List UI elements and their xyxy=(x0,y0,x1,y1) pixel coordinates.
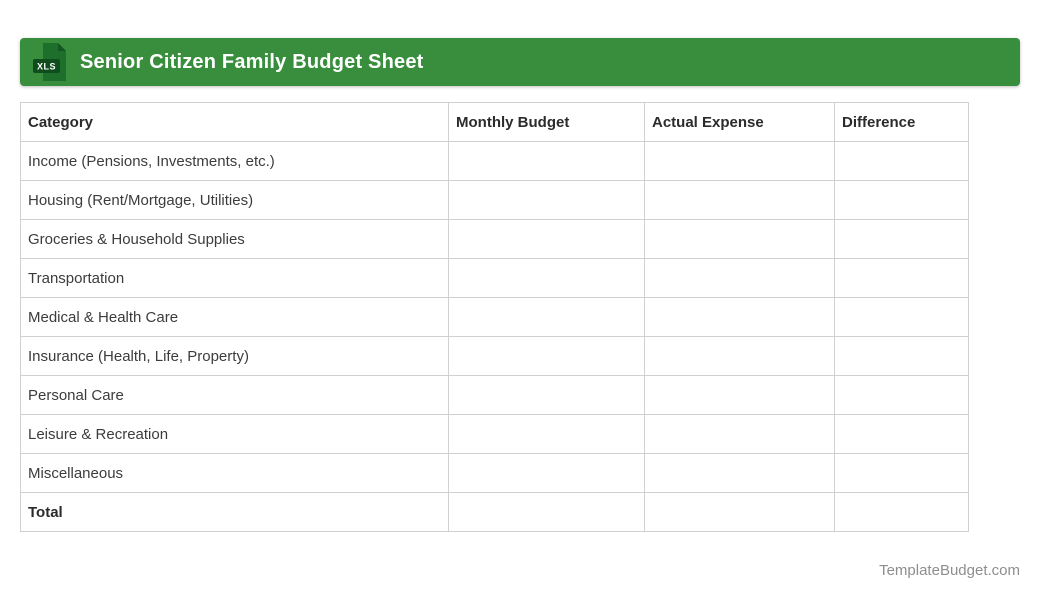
table-row: Medical & Health Care xyxy=(21,298,969,337)
category-cell: Leisure & Recreation xyxy=(21,415,449,454)
category-cell: Personal Care xyxy=(21,376,449,415)
actual-expense-cell xyxy=(645,220,835,259)
actual-expense-cell xyxy=(645,493,835,532)
difference-cell xyxy=(835,415,969,454)
actual-expense-cell xyxy=(645,337,835,376)
col-header-difference: Difference xyxy=(835,103,969,142)
difference-cell xyxy=(835,493,969,532)
category-cell: Groceries & Household Supplies xyxy=(21,220,449,259)
budget-table: Category Monthly Budget Actual Expense D… xyxy=(20,102,969,532)
category-cell: Transportation xyxy=(21,259,449,298)
monthly-budget-cell xyxy=(449,415,645,454)
difference-cell xyxy=(835,454,969,493)
monthly-budget-cell xyxy=(449,298,645,337)
actual-expense-cell xyxy=(645,259,835,298)
table-row: Leisure & Recreation xyxy=(21,415,969,454)
actual-expense-cell xyxy=(645,376,835,415)
category-cell: Miscellaneous xyxy=(21,454,449,493)
monthly-budget-cell xyxy=(449,454,645,493)
difference-cell xyxy=(835,298,969,337)
category-cell: Insurance (Health, Life, Property) xyxy=(21,337,449,376)
category-cell: Medical & Health Care xyxy=(21,298,449,337)
table-row: Total xyxy=(21,493,969,532)
col-header-monthly-budget: Monthly Budget xyxy=(449,103,645,142)
actual-expense-cell xyxy=(645,142,835,181)
monthly-budget-cell xyxy=(449,337,645,376)
title-bar: XLS Senior Citizen Family Budget Sheet xyxy=(20,38,1020,86)
monthly-budget-cell xyxy=(449,259,645,298)
table-row: Miscellaneous xyxy=(21,454,969,493)
difference-cell xyxy=(835,259,969,298)
difference-cell xyxy=(835,181,969,220)
table-row: Groceries & Household Supplies xyxy=(21,220,969,259)
monthly-budget-cell xyxy=(449,376,645,415)
category-cell: Housing (Rent/Mortgage, Utilities) xyxy=(21,181,449,220)
col-header-category: Category xyxy=(21,103,449,142)
xls-badge-label: XLS xyxy=(37,62,56,72)
actual-expense-cell xyxy=(645,454,835,493)
difference-cell xyxy=(835,142,969,181)
monthly-budget-cell xyxy=(449,181,645,220)
table-header-row: Category Monthly Budget Actual Expense D… xyxy=(21,103,969,142)
difference-cell xyxy=(835,220,969,259)
difference-cell xyxy=(835,376,969,415)
xls-file-icon: XLS xyxy=(32,42,68,82)
category-cell: Total xyxy=(21,493,449,532)
table-row: Personal Care xyxy=(21,376,969,415)
table-row: Housing (Rent/Mortgage, Utilities) xyxy=(21,181,969,220)
monthly-budget-cell xyxy=(449,142,645,181)
budget-table-body: Income (Pensions, Investments, etc.) Hou… xyxy=(21,142,969,532)
table-row: Insurance (Health, Life, Property) xyxy=(21,337,969,376)
difference-cell xyxy=(835,337,969,376)
table-row: Income (Pensions, Investments, etc.) xyxy=(21,142,969,181)
monthly-budget-cell xyxy=(449,493,645,532)
table-row: Transportation xyxy=(21,259,969,298)
actual-expense-cell xyxy=(645,181,835,220)
category-cell: Income (Pensions, Investments, etc.) xyxy=(21,142,449,181)
col-header-actual-expense: Actual Expense xyxy=(645,103,835,142)
monthly-budget-cell xyxy=(449,220,645,259)
actual-expense-cell xyxy=(645,415,835,454)
footer-watermark: TemplateBudget.com xyxy=(879,562,1020,579)
actual-expense-cell xyxy=(645,298,835,337)
page-title: Senior Citizen Family Budget Sheet xyxy=(80,51,424,74)
